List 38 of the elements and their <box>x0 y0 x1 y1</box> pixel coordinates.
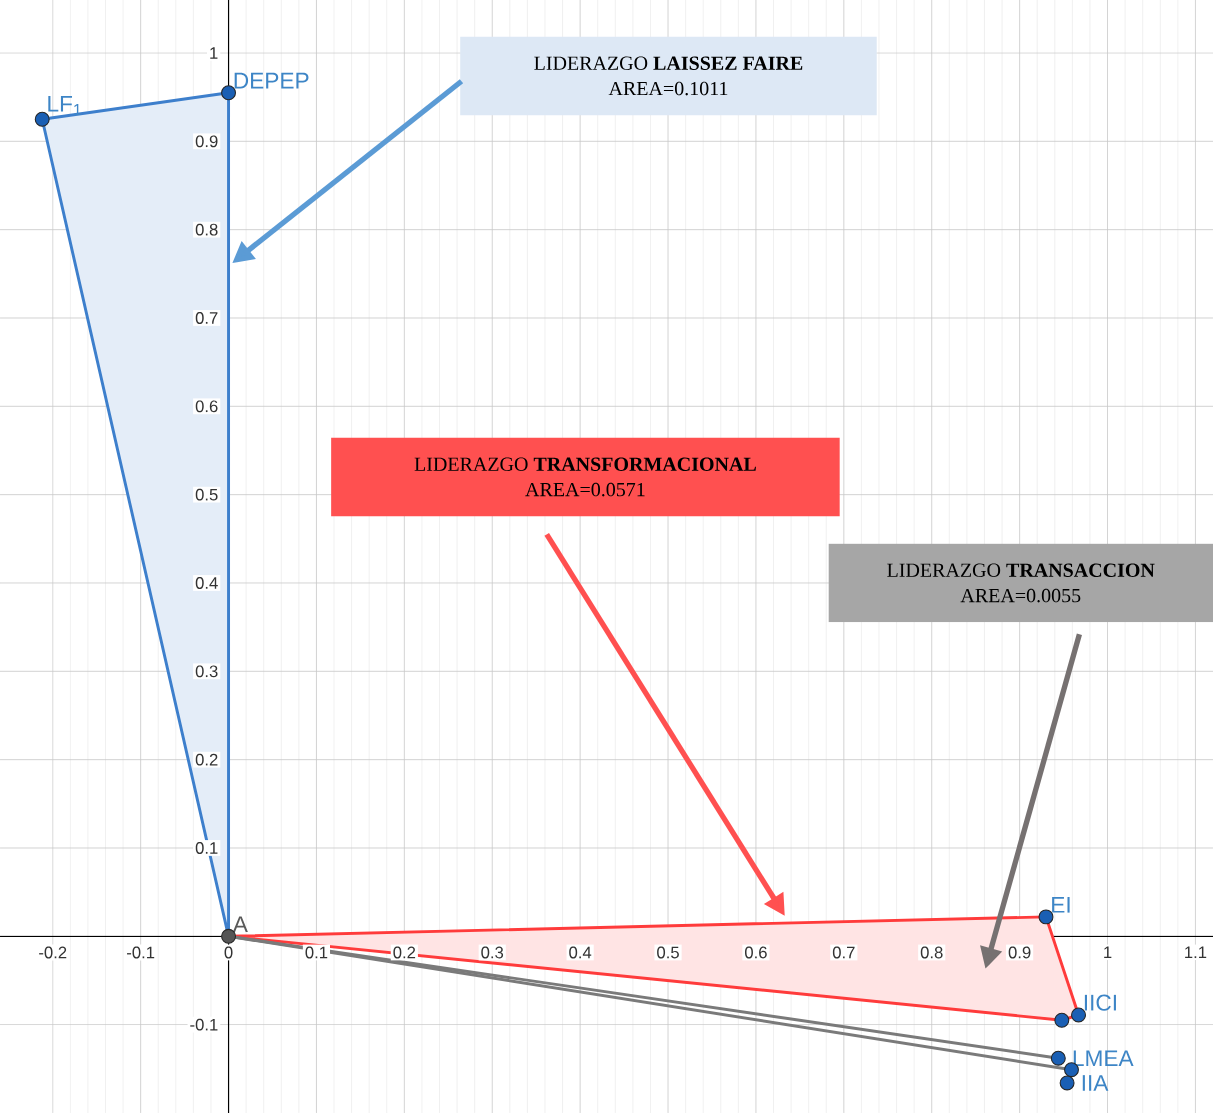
annotation: LIDERAZGO TRANSFORMACIONAL <box>414 457 756 471</box>
y-tick-label: 0.7 <box>195 312 218 324</box>
x-tick-label: -0.1 <box>127 946 155 959</box>
x-tick-label: 0.2 <box>393 946 416 959</box>
annotation: LIDERAZGO LAISSEZ FAIRE <box>534 56 803 70</box>
annotation: AREA=0.0571 <box>525 482 645 497</box>
x-tick-label: 1.1 <box>1185 946 1207 959</box>
y-tick-label: 0.1 <box>195 842 218 854</box>
x-tick-label: 1 <box>1104 946 1112 959</box>
annotation: IIA <box>1082 1075 1109 1091</box>
annotation: AREA=0.1011 <box>608 81 728 96</box>
y-tick-label: 1 <box>210 47 218 59</box>
y-tick-label: 0.4 <box>195 577 218 589</box>
y-tick-label: 0.3 <box>195 665 218 678</box>
y-tick-label: 0.8 <box>195 223 218 236</box>
x-tick-label: 0.8 <box>920 946 943 959</box>
y-tick-label: 0.2 <box>195 753 218 766</box>
x-tick-label: 0.6 <box>745 946 767 959</box>
annotation: A <box>232 916 248 933</box>
annotation: EI <box>1052 897 1070 913</box>
x-tick-label: 0.1 <box>305 946 328 959</box>
annotation: LF$_{1}$ <box>48 95 81 115</box>
x-tick-label: 0.9 <box>1008 946 1031 959</box>
y-tick-label: 0.6 <box>195 400 218 413</box>
annotation: LIDERAZGO TRANSACCION <box>887 563 1155 577</box>
y-tick-label: 0.9 <box>195 135 218 148</box>
annotation: IICI <box>1084 994 1116 1011</box>
x-tick-label: 0 <box>224 946 233 959</box>
y-tick-label: 0.5 <box>195 488 218 501</box>
x-tick-label: -0.2 <box>39 946 67 959</box>
annotation: DEPEP <box>234 72 309 89</box>
x-tick-label: 0.5 <box>657 946 679 959</box>
annotation: AREA=0.0055 <box>960 588 1081 603</box>
x-tick-label: 0.4 <box>569 946 592 959</box>
x-tick-label: 0.3 <box>481 946 504 959</box>
x-tick-label: 0.7 <box>832 946 855 959</box>
annotation: LMEA <box>1073 1050 1134 1067</box>
y-tick-label: -0.1 <box>190 1018 218 1031</box>
